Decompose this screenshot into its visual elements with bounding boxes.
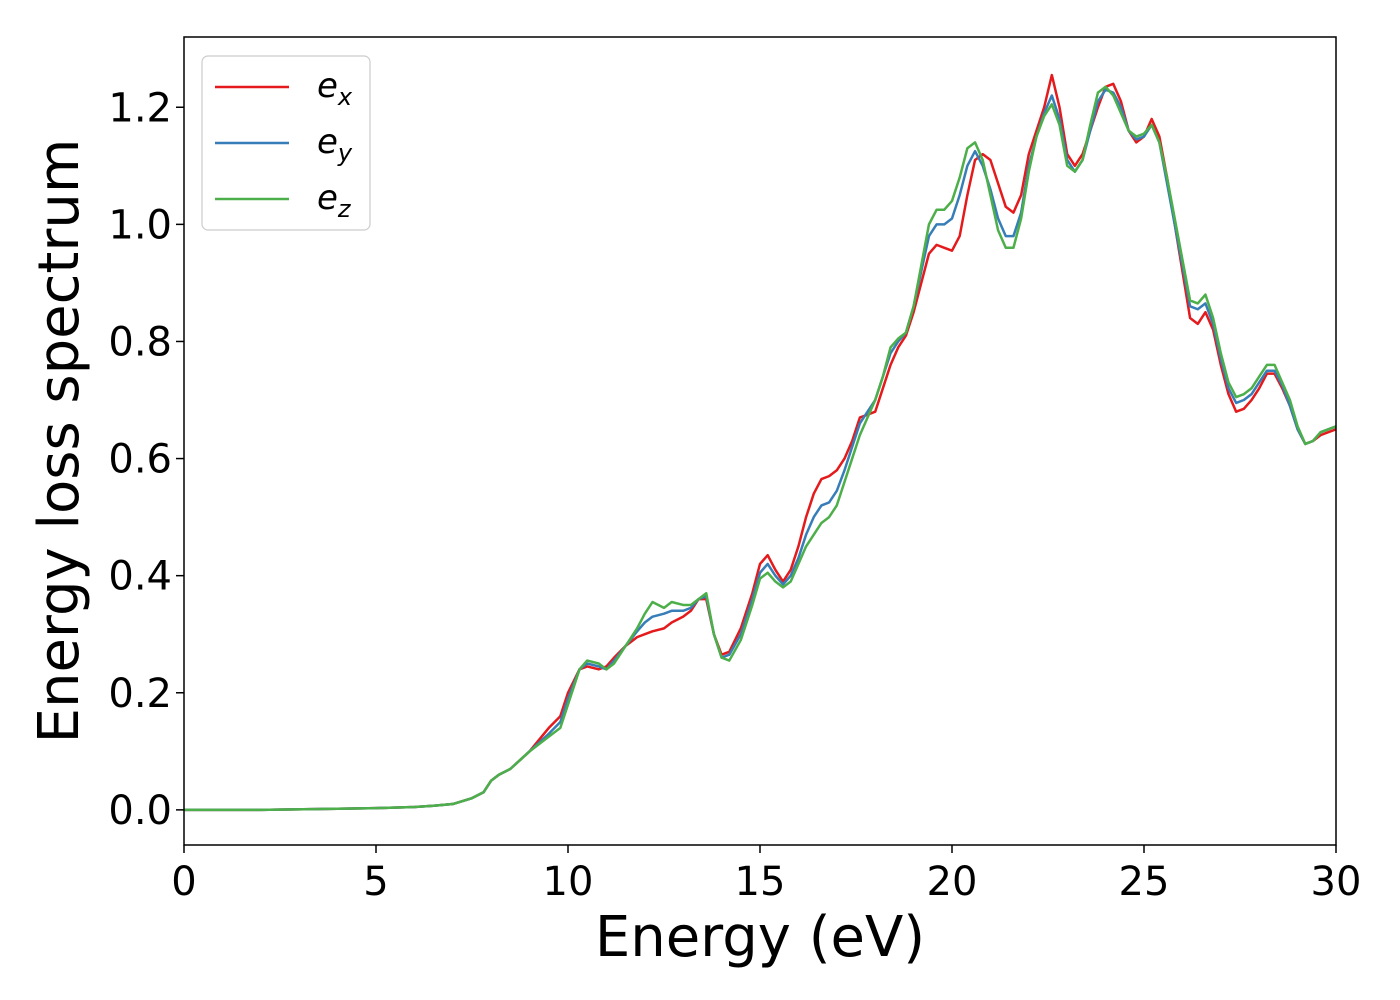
x-tick-label: 5 [363, 859, 388, 905]
legend-label-subscript: x [337, 83, 353, 111]
legend-label-base: e [317, 122, 338, 162]
legend-label-x: ex [317, 66, 353, 111]
x-tick-label: 25 [1119, 859, 1170, 905]
legend-label-base: e [317, 178, 338, 218]
plot-lines [184, 73, 1337, 812]
legend-label-subscript: z [337, 195, 352, 223]
x-tick-label: 10 [543, 859, 594, 905]
y-tick-label: 1.2 [108, 85, 172, 131]
legend-label-subscript: y [337, 139, 353, 167]
x-axis-ticks: 0 5 10 15 20 25 30 [171, 845, 1361, 905]
y-axis-ticks: 0.0 0.2 0.4 0.6 0.8 1.0 1.2 [108, 85, 184, 834]
y-tick-label: 1.0 [108, 202, 172, 248]
legend-label-base: e [317, 66, 338, 106]
x-axis-label: Energy (eV) [595, 905, 925, 970]
y-tick-label: 0.0 [108, 788, 172, 834]
y-tick-label: 0.6 [108, 437, 172, 483]
legend-label-z: ez [317, 178, 352, 223]
series-line-z [184, 85, 1337, 812]
y-axis-label: Energy loss spectrum [27, 139, 92, 744]
x-tick-label: 15 [735, 859, 786, 905]
y-tick-label: 0.2 [108, 671, 172, 717]
x-tick-label: 0 [171, 859, 196, 905]
x-tick-label: 20 [927, 859, 978, 905]
y-tick-label: 0.4 [108, 554, 172, 600]
y-tick-label: 0.8 [108, 319, 172, 365]
x-tick-label: 30 [1311, 859, 1362, 905]
legend-label-y: ey [317, 122, 353, 167]
